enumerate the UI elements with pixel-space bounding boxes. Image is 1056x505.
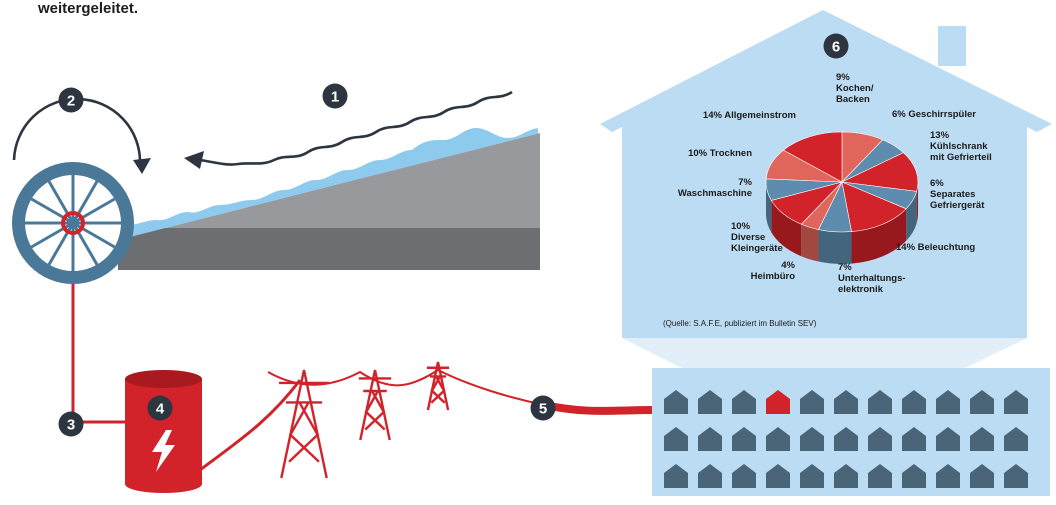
buildings-panel: [652, 368, 1050, 496]
house-icon: [664, 464, 688, 488]
pie-slice-side: [801, 224, 819, 262]
dam: [118, 128, 540, 270]
house-icon: [664, 427, 688, 451]
pie-slice: [782, 131, 843, 183]
step-badge: 2: [58, 87, 84, 113]
pie-chart: [765, 131, 919, 265]
pie-label: 14% Beleuchtung: [896, 242, 975, 253]
pie-label: 6% Separates Gefriergerät: [930, 178, 985, 211]
house-icon: [800, 464, 824, 488]
house-icon: [970, 464, 994, 488]
pie-slice-side: [916, 182, 918, 224]
pie-label: 7% Unterhaltungs-elektronik: [838, 262, 906, 295]
step-number: 4: [156, 401, 165, 418]
generator: [125, 370, 202, 493]
house-icon: [698, 427, 722, 451]
step-number: 2: [67, 93, 75, 110]
house-icon: [766, 464, 790, 488]
house-icon: [936, 427, 960, 451]
house-icon: [868, 464, 892, 488]
step-badge: 4: [147, 395, 173, 421]
pie-label: 10% Diverse Kleingeräte: [731, 221, 783, 254]
house-icon: [834, 390, 858, 414]
pie-label: 4% Heimbüro: [751, 260, 796, 282]
house-icon: [732, 390, 756, 414]
pie-label: 9% Kochen/Backen: [836, 72, 874, 105]
house-icon: [800, 427, 824, 451]
house-icon: [868, 427, 892, 451]
step-number: 6: [832, 39, 840, 56]
water-surface: [118, 128, 538, 240]
house-icon: [698, 464, 722, 488]
house-icon: [902, 427, 926, 451]
step-badges: 1 2 3 4 5 6: [58, 33, 849, 437]
house-icon: [834, 464, 858, 488]
pie-label: 6% Geschirrspüler: [892, 109, 976, 120]
lightning-icon: [152, 430, 175, 472]
pie-label: 14% Allgemeinstrom: [703, 110, 796, 121]
house-icon: [664, 390, 688, 414]
house-icon: [1004, 390, 1028, 414]
pie-slice-side: [766, 182, 772, 233]
pie-slice-side: [851, 208, 907, 264]
house-icon: [936, 390, 960, 414]
house-icon: [936, 464, 960, 488]
pylon-icon: [358, 369, 392, 441]
house-icon: [1004, 464, 1028, 488]
step-badge: 3: [58, 411, 84, 437]
pie-label: 7% Waschmaschine: [678, 177, 753, 199]
step-number: 5: [539, 401, 547, 418]
wave-arrow-icon: [184, 90, 513, 169]
step-badge: 5: [530, 395, 556, 421]
pie-labels: 9% Kochen/Backen 6% Geschirrspüler 13% Kühls…: [678, 72, 992, 295]
house-icon: [732, 427, 756, 451]
header-text: weitergeleitet.: [37, 0, 138, 17]
house-icon: [970, 390, 994, 414]
step-number: 1: [331, 89, 339, 106]
house-icon: [970, 427, 994, 451]
source-note: (Quelle: S.A.F.E, publiziert im Bulletin…: [663, 319, 817, 328]
house-icon: [732, 464, 756, 488]
house-icon: [834, 427, 858, 451]
house-icon: [698, 390, 722, 414]
step-badge: 1: [322, 83, 348, 109]
step-badge: 6: [823, 33, 849, 59]
pie-slice-side: [818, 229, 852, 265]
water-wheel-icon: [12, 162, 134, 284]
pie-slice: [841, 181, 907, 232]
house-icon: [1004, 427, 1028, 451]
pie-slice-side: [771, 200, 802, 257]
pylons: [279, 361, 450, 479]
house-icon: [868, 390, 892, 414]
house-icon: [800, 390, 824, 414]
house-icon: [766, 390, 790, 414]
pie-label: 10% Trocknen: [688, 148, 752, 159]
pie-slice: [840, 152, 919, 192]
step-number: 3: [67, 417, 75, 434]
pylon-icon: [279, 369, 329, 479]
house-icon: [902, 390, 926, 414]
house-icon: [902, 464, 926, 488]
pie-slice-side: [906, 191, 917, 241]
house-icon: [766, 427, 790, 451]
pylon-icon: [426, 361, 450, 411]
pie-label: 13% Kühlschrank mit Gefrierteil: [930, 130, 992, 163]
